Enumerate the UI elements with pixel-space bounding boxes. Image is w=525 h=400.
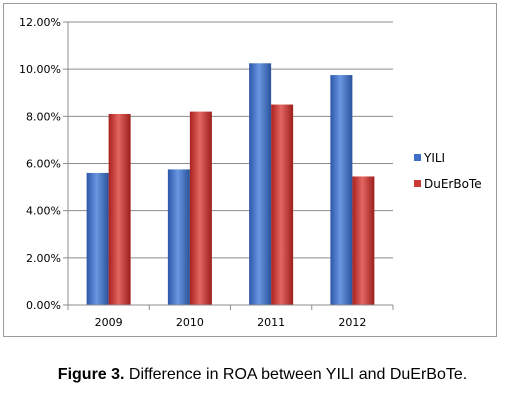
bar-chart: 0.00% 2.00% 4.00% 6.00% 8.00% 10.00% 12.00% 200…	[19, 16, 482, 329]
bar-yili-2009	[86, 172, 109, 305]
x-tick-label: 2012	[338, 316, 366, 329]
y-tick-label: 4.00%	[26, 205, 61, 218]
bar-duerbote-2011	[271, 104, 294, 306]
legend: YILI DuErBoTe	[414, 151, 482, 191]
bar-duerbote-2009	[108, 113, 131, 305]
figure-caption-text: Difference in ROA between YILI and DuErB…	[124, 366, 468, 383]
bars	[86, 63, 375, 306]
legend-swatch-duerbote	[414, 180, 421, 187]
legend-label-yili: YILI	[423, 151, 445, 165]
x-tick-label: 2009	[95, 316, 123, 329]
bar-yili-2012	[330, 75, 353, 305]
figure-label: Figure 3.	[57, 366, 125, 383]
axes: 0.00% 2.00% 4.00% 6.00% 8.00% 10.00% 12.00% 200…	[19, 16, 394, 329]
bar-duerbote-2010	[189, 111, 212, 305]
bar-yili-2011	[249, 63, 272, 306]
y-tick-label: 12.00%	[19, 16, 61, 29]
bar-duerbote-2012	[352, 176, 375, 305]
bar-yili-2010	[167, 169, 190, 305]
figure-caption: Figure 3. Difference in ROA between YILI…	[0, 366, 525, 384]
y-tick-label: 6.00%	[26, 158, 61, 171]
y-tick-label: 2.00%	[26, 252, 61, 265]
y-tick-label: 0.00%	[26, 299, 61, 312]
legend-label-duerbote: DuErBoTe	[424, 177, 482, 191]
y-tick-label: 10.00%	[19, 63, 61, 76]
x-tick-label: 2010	[176, 316, 204, 329]
x-tick-label: 2011	[257, 316, 285, 329]
y-tick-label: 8.00%	[26, 110, 61, 123]
legend-swatch-yili	[414, 154, 421, 161]
